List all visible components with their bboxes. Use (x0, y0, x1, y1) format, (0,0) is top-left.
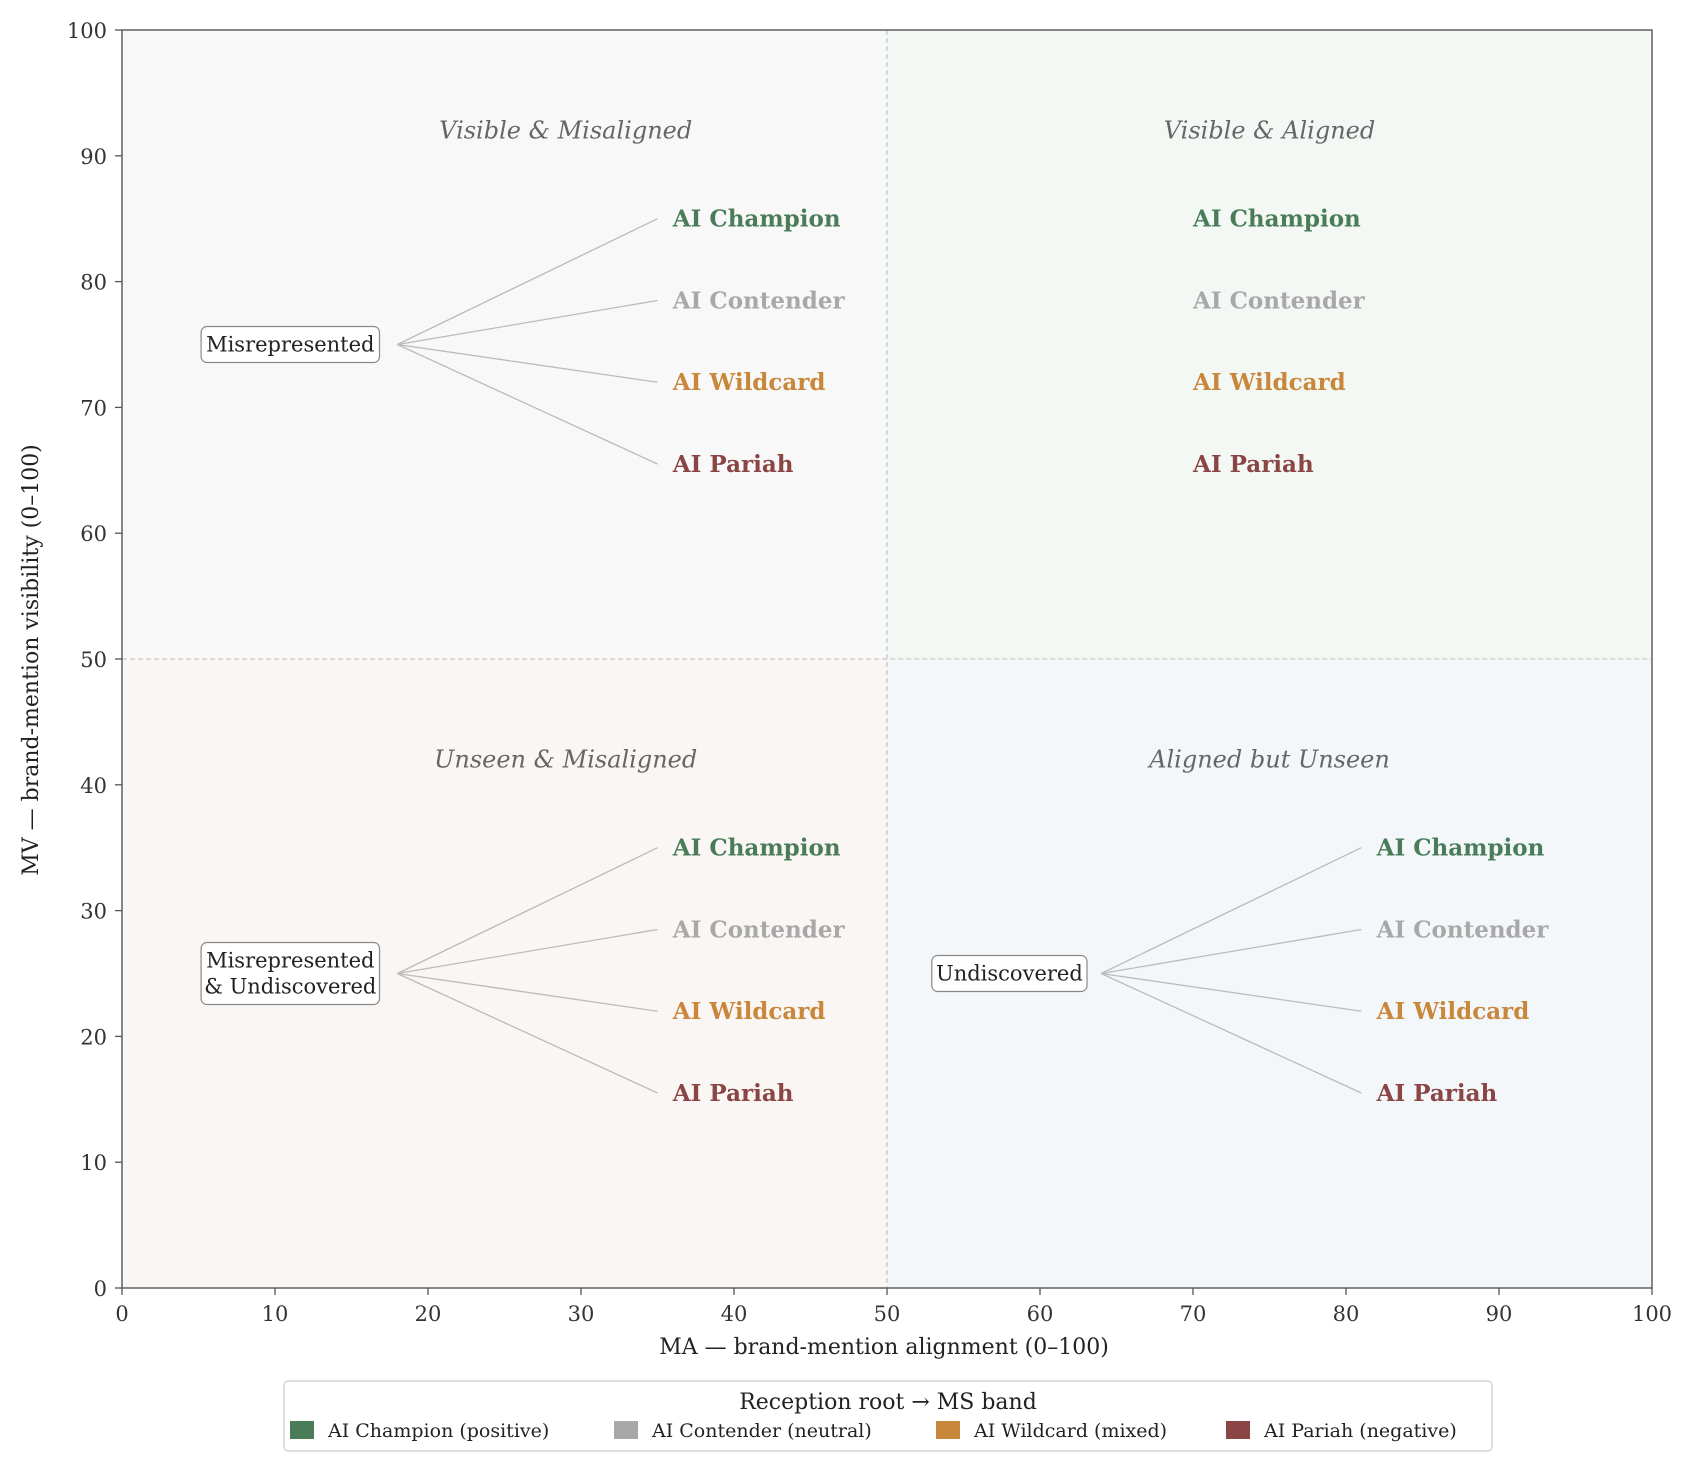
band-label-ai-wildcard: AI Wildcard (672, 998, 826, 1025)
y-tick-label: 80 (80, 271, 107, 295)
x-tick-label: 60 (1027, 1302, 1054, 1326)
band-label-ai-contender: AI Contender (672, 916, 846, 943)
band-label-ai-pariah: AI Pariah (672, 1080, 794, 1107)
band-label-ai-champion: AI Champion (1376, 835, 1545, 862)
y-tick-label: 40 (80, 774, 107, 798)
fan-line-ai-wildcard (397, 972, 658, 1012)
y-tick-label: 20 (80, 1025, 107, 1049)
root-box (931, 954, 1088, 993)
quadrant-backgrounds (122, 30, 1652, 1288)
y-tick-label: 70 (80, 396, 107, 420)
legend-label-ai-wildcard-mixed: AI Wildcard (mixed) (973, 1420, 1167, 1442)
y-tick-label: 100 (67, 19, 107, 43)
y-tick-label: 50 (80, 648, 107, 672)
quadrant-label-unseen-misaligned: Unseen & Misaligned (434, 746, 697, 774)
y-tick-label: 10 (80, 1151, 107, 1175)
x-tick-label: 0 (115, 1302, 128, 1326)
legend-swatch-ai-wildcard-mixed (936, 1421, 960, 1439)
band-label-ai-wildcard: AI Wildcard (1192, 369, 1346, 396)
band-label-ai-wildcard: AI Wildcard (672, 369, 826, 396)
fan-line-ai-champion (1100, 847, 1362, 975)
fan-line-ai-pariah (397, 972, 658, 1094)
band-fan-lines (397, 218, 1362, 1094)
y-tick-label: 60 (80, 522, 107, 546)
root-label-misrepresented: Misrepresented (206, 333, 374, 357)
fan-line-ai-pariah (397, 343, 658, 465)
y-tick-label: 90 (80, 145, 107, 169)
legend-label-ai-contender-neutral: AI Contender (neutral) (651, 1420, 872, 1442)
band-label-ai-champion: AI Champion (672, 206, 841, 233)
x-tick-label: 30 (568, 1302, 595, 1326)
root-label-undiscovered: & Undiscovered (204, 975, 376, 999)
legend-swatch-ai-pariah-negative (1226, 1421, 1250, 1439)
x-tick-label: 90 (1486, 1302, 1513, 1326)
band-label-ai-contender: AI Contender (1376, 916, 1550, 943)
y-axis-label: MV — brand-mention visibility (0–100) (19, 444, 44, 876)
x-tick-label: 20 (415, 1302, 442, 1326)
legend-title: Reception root → MS band (739, 1390, 1037, 1415)
fan-line-ai-pariah (1100, 972, 1362, 1094)
x-axis-label: MA — brand-mention alignment (0–100) (659, 1335, 1109, 1360)
x-tick-label: 50 (874, 1302, 901, 1326)
root-box (200, 941, 381, 1006)
band-label-ai-contender: AI Contender (1192, 287, 1366, 314)
band-label-ai-contender: AI Contender (672, 287, 846, 314)
quadrant-label-visible-aligned: Visible & Aligned (1164, 117, 1376, 145)
x-tick-label: 100 (1632, 1302, 1672, 1326)
legend-label-ai-champion-positive: AI Champion (positive) (327, 1420, 549, 1442)
band-label-ai-champion: AI Champion (672, 835, 841, 862)
legend-frame (283, 1380, 1493, 1452)
fan-line-ai-contender (397, 299, 658, 346)
fan-line-ai-champion (397, 847, 658, 975)
quadrant-visible-aligned (887, 30, 1652, 659)
x-tick-label: 70 (1180, 1302, 1207, 1326)
band-label-ai-pariah: AI Pariah (672, 451, 794, 478)
root-box (200, 325, 381, 364)
band-labels: AI Champion AI Contender AI Wildcard AI Par… (672, 206, 1549, 1107)
band-label-ai-pariah: AI Pariah (1192, 451, 1314, 478)
x-tick-label: 80 (1333, 1302, 1360, 1326)
legend-label-ai-pariah-negative: AI Pariah (negative) (1263, 1420, 1457, 1442)
threshold-lines (122, 30, 1652, 1288)
y-tick-label: 30 (80, 900, 107, 924)
quadrant-label-aligned-but-unseen: Aligned but Unseen (1147, 746, 1390, 774)
fan-line-ai-champion (397, 218, 658, 346)
band-label-ai-champion: AI Champion (1192, 206, 1361, 233)
band-label-ai-pariah: AI Pariah (1376, 1080, 1498, 1107)
legend-swatch-ai-champion-positive (290, 1421, 314, 1439)
legend-swatch-ai-contender-neutral (614, 1421, 638, 1439)
fan-line-ai-wildcard (1101, 972, 1362, 1012)
legend: Reception root → MS band AI Champion (po… (283, 1380, 1493, 1452)
fan-line-ai-contender (397, 928, 658, 975)
root-label-misrepresented: Misrepresented (206, 949, 374, 973)
band-label-ai-wildcard: AI Wildcard (1376, 998, 1530, 1025)
fan-line-ai-contender (1101, 928, 1362, 975)
axes: 0 10 20 30 40 50 60 70 80 90 100 0 10 20 30 40 50 60 70 80 9… (67, 19, 1672, 1326)
root-label-undiscovered: Undiscovered (936, 962, 1083, 986)
x-tick-label: 40 (721, 1302, 748, 1326)
x-tick-label: 10 (262, 1302, 289, 1326)
y-tick-label: 0 (94, 1277, 107, 1301)
quadrant-labels: Visible & Misaligned Visible & Aligned Uns… (434, 117, 1390, 774)
quadrant-label-visible-misaligned: Visible & Misaligned (439, 117, 692, 145)
fan-line-ai-wildcard (397, 343, 658, 383)
